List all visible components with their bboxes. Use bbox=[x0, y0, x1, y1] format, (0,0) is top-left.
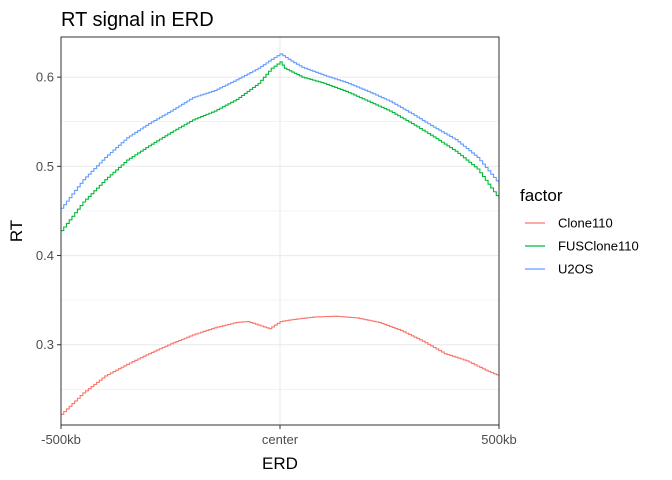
chart-title: RT signal in ERD bbox=[61, 9, 214, 31]
series-layer bbox=[61, 53, 500, 415]
legend-items: Clone110 FUSClone110 U2OS bbox=[525, 216, 639, 277]
series-line-clone110 bbox=[61, 315, 500, 415]
legend-label-clone110: Clone110 bbox=[558, 216, 613, 231]
legend-label-fusclone110: FUSClone110 bbox=[558, 239, 639, 254]
legend: factor Clone110 FUSClone110 U2OS bbox=[520, 186, 639, 277]
legend-label-u2os: U2OS bbox=[558, 262, 594, 277]
y-axis: 0.3 0.4 0.5 0.6 bbox=[36, 70, 61, 352]
x-tick-label: center bbox=[262, 432, 299, 447]
x-tick-label: -500kb bbox=[41, 432, 81, 447]
x-axis: -500kb center 500kb bbox=[41, 425, 517, 447]
y-axis-title: RT bbox=[7, 220, 26, 242]
y-tick-label: 0.3 bbox=[36, 337, 54, 352]
x-axis-title: ERD bbox=[262, 454, 298, 473]
y-tick-label: 0.4 bbox=[36, 248, 54, 263]
y-tick-label: 0.6 bbox=[36, 70, 54, 85]
series-line-fusclone110 bbox=[61, 61, 500, 232]
x-tick-label: 500kb bbox=[481, 432, 516, 447]
legend-title: factor bbox=[520, 186, 563, 205]
series-line-u2os bbox=[61, 53, 500, 209]
y-tick-label: 0.5 bbox=[36, 159, 54, 174]
